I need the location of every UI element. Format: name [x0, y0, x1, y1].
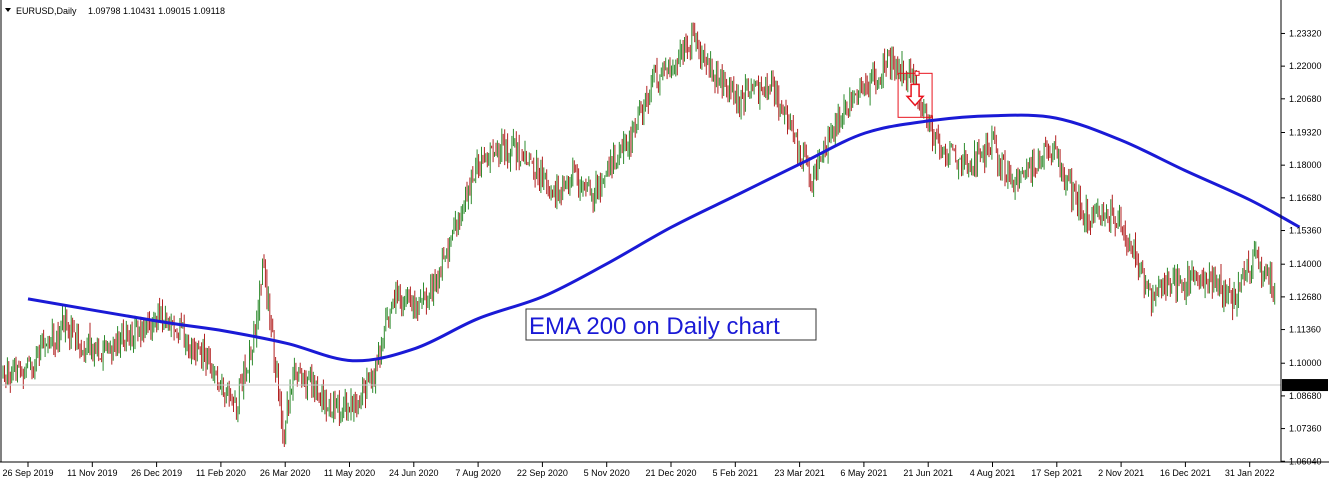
- annotation-frame: [525, 308, 817, 341]
- current-price-label: 1.09118: [1286, 380, 1318, 390]
- sell-signal-marker[interactable]: [897, 70, 933, 118]
- time-tick-label: 21 Jun 2021: [903, 468, 953, 478]
- price-tick-label: 1.10000: [1289, 358, 1322, 368]
- time-tick-label: 11 Feb 2020: [196, 468, 246, 478]
- price-tick-label: 1.08680: [1289, 391, 1322, 401]
- time-tick-label: 17 Sep 2021: [1031, 468, 1082, 478]
- ohlc-values: 1.09798 1.10431 1.09015 1.09118: [88, 6, 225, 16]
- price-tick-label: 1.06040: [1289, 456, 1322, 466]
- chart-header: EURUSD,Daily 1.09798 1.10431 1.09015 1.0…: [5, 6, 225, 16]
- price-tick-label: 1.20680: [1289, 94, 1322, 104]
- time-tick-label: 31 Jan 2022: [1225, 468, 1275, 478]
- annotation-box[interactable]: EMA 200 on Daily chart: [525, 308, 817, 341]
- price-tick-label: 1.16680: [1289, 193, 1322, 203]
- time-tick-label: 22 Sep 2020: [517, 468, 568, 478]
- price-tick-label: 1.12680: [1289, 292, 1322, 302]
- time-tick-label: 21 Dec 2020: [645, 468, 696, 478]
- time-tick-label: 24 Jun 2020: [389, 468, 439, 478]
- price-tick-label: 1.11360: [1289, 325, 1321, 335]
- down-arrow-icon: [905, 83, 925, 107]
- annotation-text: EMA 200 on Daily chart: [529, 313, 780, 340]
- time-tick-label: 4 Aug 2021: [970, 468, 1016, 478]
- price-tick-label: 1.15360: [1289, 226, 1322, 236]
- time-tick-label: 23 Mar 2021: [774, 468, 825, 478]
- price-tick-label: 1.22000: [1289, 61, 1322, 71]
- time-axis[interactable]: 26 Sep 2019 11 Nov 2019 26 Dec 2019 11 Feb …: [2, 462, 1274, 478]
- time-tick-label: 11 Nov 2019: [67, 468, 117, 478]
- time-tick-label: 16 Dec 2021: [1160, 468, 1211, 478]
- time-tick-label: 5 Feb 2021: [713, 468, 759, 478]
- time-tick-label: 26 Sep 2019: [2, 468, 53, 478]
- price-axis[interactable]: 1.23320 1.22000 1.20680 1.19320 1.18000 1.166…: [1281, 28, 1322, 466]
- time-tick-label: 2 Nov 2021: [1098, 468, 1144, 478]
- time-tick-label: 26 Mar 2020: [260, 468, 311, 478]
- triangle-down-icon[interactable]: [5, 8, 11, 12]
- time-tick-label: 5 Nov 2020: [584, 468, 630, 478]
- signal-anchor: [914, 70, 920, 76]
- time-tick-label: 7 Aug 2020: [455, 468, 501, 478]
- price-tick-label: 1.23320: [1289, 28, 1322, 38]
- symbol-label: EURUSD,Daily: [16, 6, 77, 16]
- price-tick-label: 1.07360: [1289, 424, 1322, 434]
- ema-200-line: [27, 113, 1301, 363]
- time-tick-label: 6 May 2021: [840, 468, 887, 478]
- time-tick-label: 11 May 2020: [324, 468, 375, 478]
- price-label-badge: 1.09118: [1282, 379, 1328, 392]
- price-tick-label: 1.19320: [1289, 127, 1322, 137]
- price-tick-label: 1.18000: [1289, 160, 1322, 170]
- price-tick-label: 1.14000: [1289, 259, 1322, 269]
- time-tick-label: 26 Dec 2019: [131, 468, 182, 478]
- current-price-badge: [1282, 379, 1328, 392]
